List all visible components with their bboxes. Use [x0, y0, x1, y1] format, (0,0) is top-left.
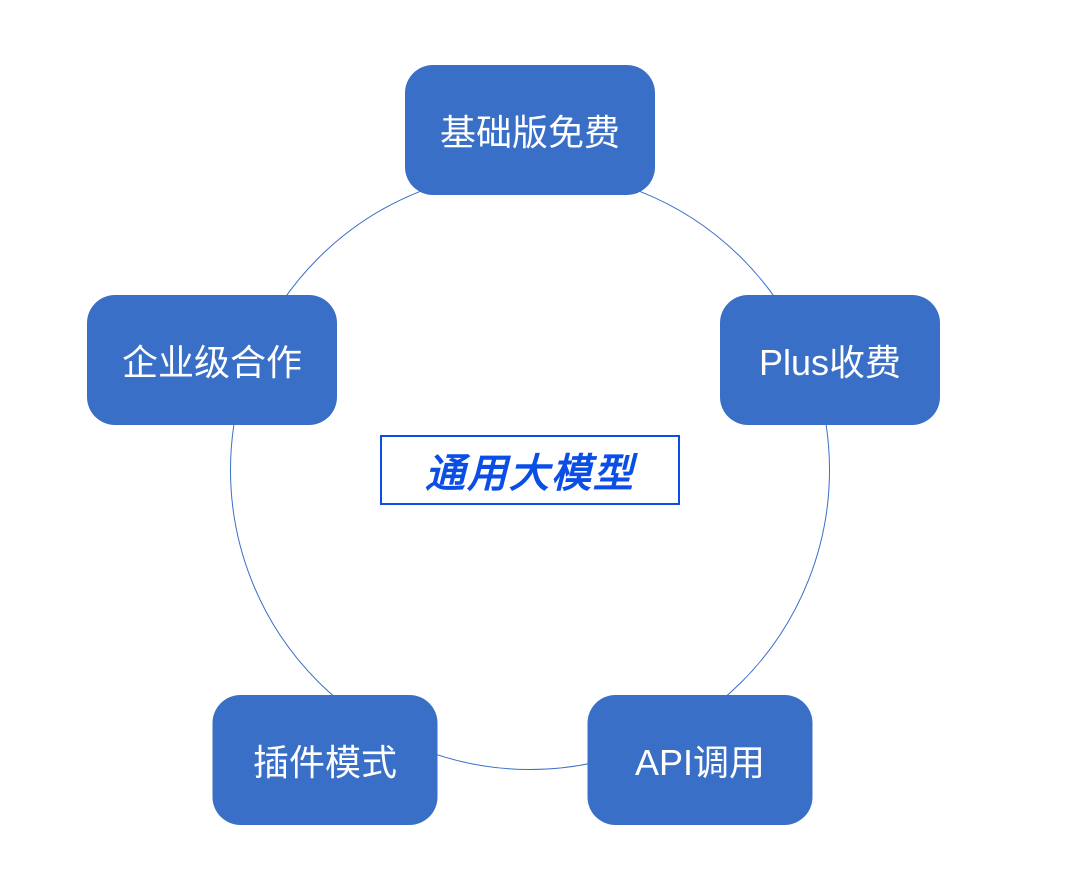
node-plus-paid: Plus收费: [720, 295, 940, 425]
node-label: 企业级合作: [122, 334, 302, 386]
node-label: Plus收费: [759, 334, 901, 386]
radial-diagram: 通用大模型 基础版免费 Plus收费 API调用 插件模式 企业级合作: [0, 0, 1080, 896]
node-plugin-mode: 插件模式: [213, 695, 438, 825]
node-label: 基础版免费: [440, 104, 620, 156]
node-api-call: API调用: [588, 695, 813, 825]
center-box: 通用大模型: [380, 435, 680, 505]
center-label: 通用大模型: [425, 441, 635, 499]
node-label: API调用: [635, 734, 765, 786]
node-label: 插件模式: [253, 734, 397, 786]
node-enterprise: 企业级合作: [87, 295, 337, 425]
node-basic-free: 基础版免费: [405, 65, 655, 195]
